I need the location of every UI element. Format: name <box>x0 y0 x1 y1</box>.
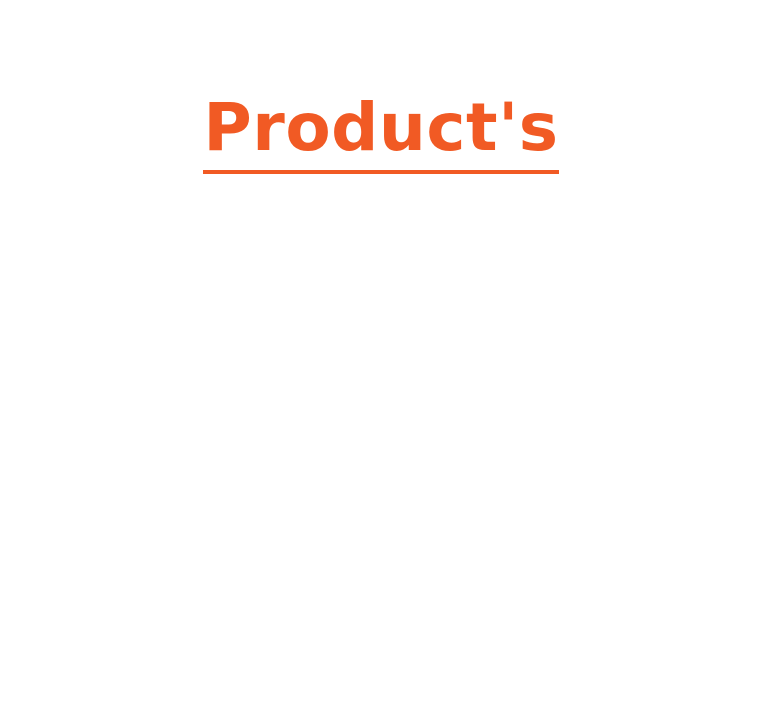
content-area <box>0 190 762 704</box>
section-header: Product's <box>0 88 762 174</box>
section-title: Product's <box>203 88 559 174</box>
